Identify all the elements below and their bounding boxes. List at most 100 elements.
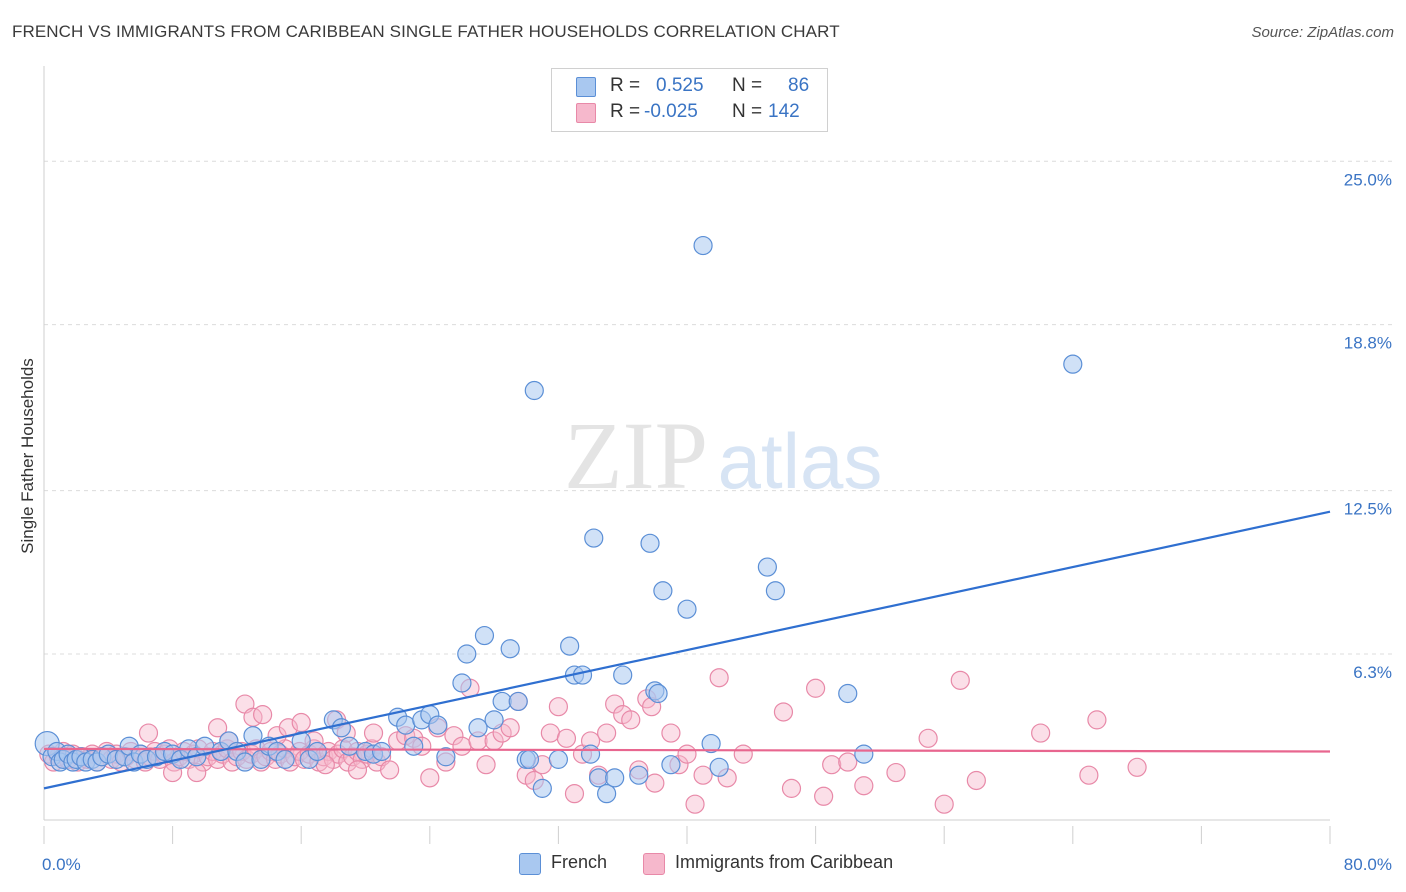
point-french bbox=[484, 710, 504, 730]
x-tick-label-max: 80.0% bbox=[1344, 855, 1392, 874]
point-french bbox=[648, 683, 668, 704]
point-french bbox=[661, 755, 681, 775]
point-french bbox=[492, 691, 512, 712]
point-caribbean bbox=[1079, 765, 1099, 785]
trend-line-caribbean bbox=[43, 747, 1331, 753]
watermark: ZIP atlas bbox=[564, 402, 882, 509]
point-french bbox=[757, 557, 777, 577]
grid-lines bbox=[44, 160, 1392, 655]
y-axis-title: Single Father Households bbox=[18, 358, 37, 554]
point-caribbean bbox=[548, 697, 569, 717]
bottom-legend-swatch-french bbox=[519, 853, 541, 875]
point-caribbean bbox=[685, 794, 705, 814]
legend-swatch-french bbox=[576, 77, 596, 97]
point-caribbean bbox=[1031, 723, 1051, 743]
point-french bbox=[307, 741, 327, 762]
point-caribbean bbox=[452, 736, 472, 756]
point-caribbean bbox=[138, 723, 159, 743]
legend-r-label: R = bbox=[610, 101, 641, 122]
legend-n-label: N = bbox=[732, 75, 763, 96]
point-caribbean bbox=[677, 744, 697, 764]
point-french bbox=[404, 736, 424, 756]
point-french bbox=[588, 768, 609, 788]
point-caribbean bbox=[291, 712, 311, 733]
trend-line-french bbox=[43, 510, 1331, 790]
point-caribbean bbox=[854, 776, 874, 796]
point-french bbox=[474, 625, 495, 646]
point-french bbox=[597, 784, 617, 804]
point-french bbox=[765, 581, 786, 601]
point-caribbean bbox=[420, 768, 440, 788]
point-french bbox=[548, 749, 569, 769]
point-french bbox=[524, 380, 544, 401]
point-french bbox=[701, 733, 721, 754]
legend-r-french: 0.525 bbox=[656, 75, 704, 96]
trend-lines bbox=[43, 510, 1331, 790]
axes bbox=[43, 66, 1331, 844]
point-french bbox=[508, 691, 528, 712]
point-caribbean bbox=[805, 678, 826, 698]
point-french bbox=[629, 765, 649, 785]
point-caribbean bbox=[597, 723, 617, 743]
point-french bbox=[275, 749, 295, 769]
point-french bbox=[854, 744, 874, 764]
point-caribbean bbox=[444, 726, 464, 746]
point-french bbox=[452, 673, 472, 693]
point-french bbox=[709, 757, 729, 777]
watermark-atlas: atlas bbox=[718, 417, 883, 505]
point-caribbean bbox=[709, 668, 729, 688]
point-caribbean bbox=[253, 705, 273, 725]
point-french bbox=[457, 644, 477, 664]
source-note: Source: ZipAtlas.com bbox=[1251, 24, 1394, 41]
legend-r-caribbean: -0.025 bbox=[644, 101, 698, 122]
bottom-legend-swatch-caribbean bbox=[643, 853, 665, 875]
point-french bbox=[580, 744, 601, 764]
point-french bbox=[605, 768, 625, 788]
y-tick-label: 6.3% bbox=[1353, 663, 1392, 682]
point-caribbean bbox=[1087, 710, 1107, 730]
point-french bbox=[519, 749, 540, 769]
point-french bbox=[584, 528, 604, 548]
point-french bbox=[396, 715, 416, 735]
point-caribbean bbox=[838, 752, 858, 772]
point-caribbean bbox=[773, 702, 794, 722]
point-french bbox=[653, 581, 673, 601]
chart-title: FRENCH VS IMMIGRANTS FROM CARIBBEAN SING… bbox=[12, 22, 840, 41]
point-french bbox=[572, 665, 593, 685]
point-caribbean bbox=[347, 760, 368, 780]
bottom-legend-label-french: French bbox=[551, 852, 608, 872]
point-caribbean bbox=[781, 778, 802, 798]
point-caribbean bbox=[556, 728, 577, 748]
point-caribbean bbox=[208, 718, 228, 738]
point-caribbean bbox=[564, 784, 585, 804]
point-caribbean bbox=[814, 786, 834, 806]
point-french bbox=[613, 665, 633, 685]
y-tick-label: 25.0% bbox=[1344, 170, 1392, 189]
legend-r-label: R = bbox=[610, 75, 641, 96]
point-french bbox=[560, 636, 580, 656]
point-caribbean bbox=[934, 794, 954, 814]
stats-legend: R = 0.525 N = 86 R = -0.025 N = 142 bbox=[551, 68, 828, 132]
point-caribbean bbox=[966, 770, 986, 791]
legend-swatch-caribbean bbox=[576, 103, 596, 123]
y-tick-label: 12.5% bbox=[1344, 500, 1392, 519]
point-french bbox=[371, 741, 392, 762]
point-caribbean bbox=[621, 710, 641, 730]
point-french bbox=[339, 736, 360, 756]
point-french bbox=[243, 726, 263, 746]
point-french bbox=[331, 718, 351, 738]
point-french bbox=[1063, 354, 1083, 374]
point-caribbean bbox=[733, 744, 753, 764]
point-french bbox=[468, 718, 488, 738]
point-caribbean bbox=[693, 765, 713, 785]
point-french bbox=[677, 599, 697, 619]
point-french bbox=[693, 235, 713, 256]
point-caribbean bbox=[822, 755, 842, 775]
point-french bbox=[640, 533, 660, 553]
legend-n-french: 86 bbox=[788, 75, 810, 96]
point-caribbean bbox=[950, 670, 970, 690]
point-french bbox=[436, 747, 456, 767]
series-french-points bbox=[34, 235, 1083, 804]
y-tick-label: 18.8% bbox=[1344, 334, 1392, 353]
